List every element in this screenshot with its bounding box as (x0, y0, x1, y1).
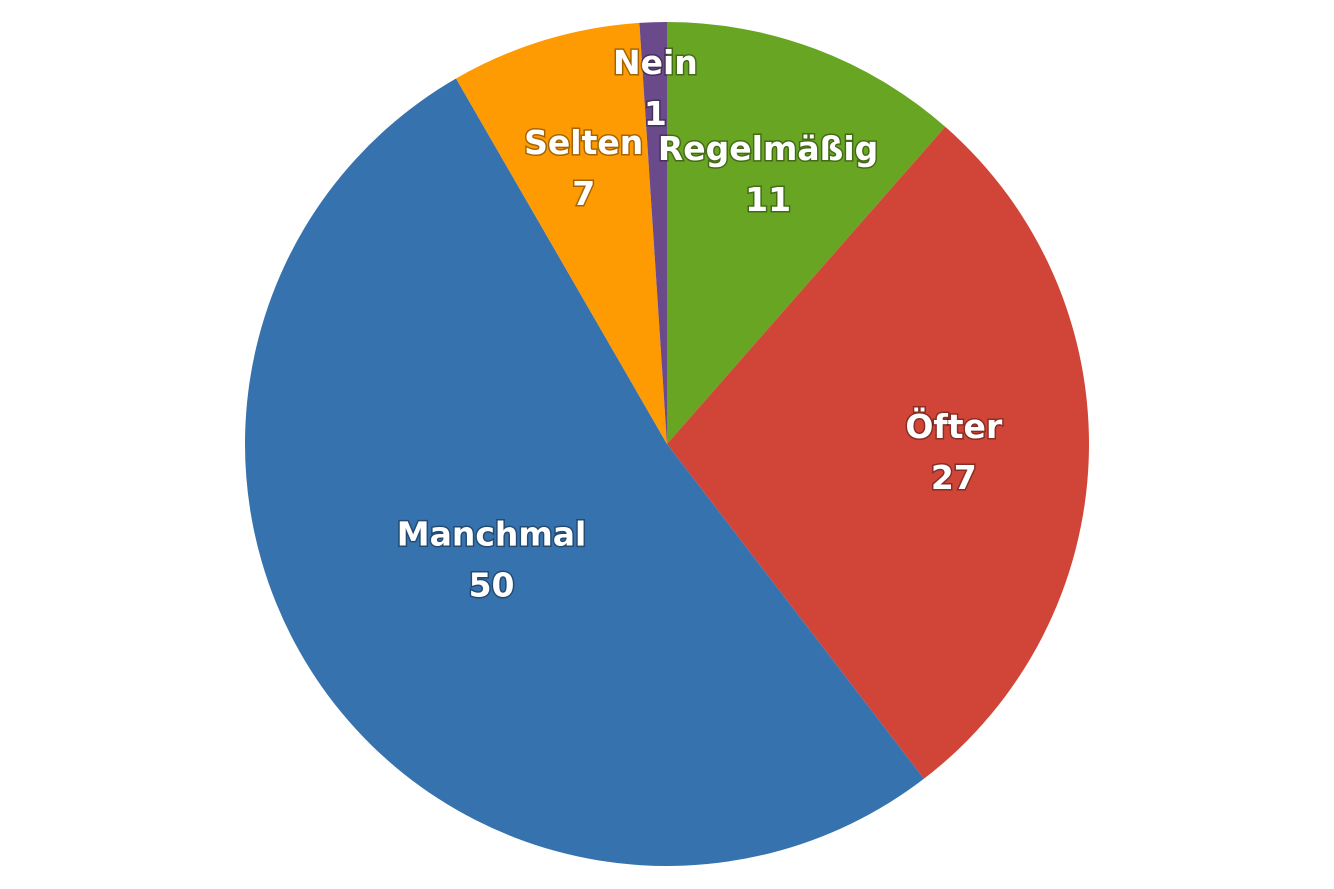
pie-slice (639, 22, 667, 444)
slice-label: Manchmal (397, 515, 587, 554)
pie-slice (667, 22, 946, 444)
slice-label: Selten (524, 123, 643, 162)
slice-value: 27 (931, 458, 977, 497)
slice-label: Nein (613, 43, 698, 82)
pie-slice (245, 78, 924, 866)
slice-label: Regelmäßig (658, 129, 878, 168)
slice-label: Öfter (905, 406, 1003, 446)
slice-value: 1 (644, 94, 667, 133)
pie-slice (667, 126, 1089, 779)
slice-value: 11 (745, 180, 791, 219)
pie-slice (456, 22, 667, 444)
slice-value: 7 (572, 174, 595, 213)
slice-value: 50 (469, 566, 515, 605)
